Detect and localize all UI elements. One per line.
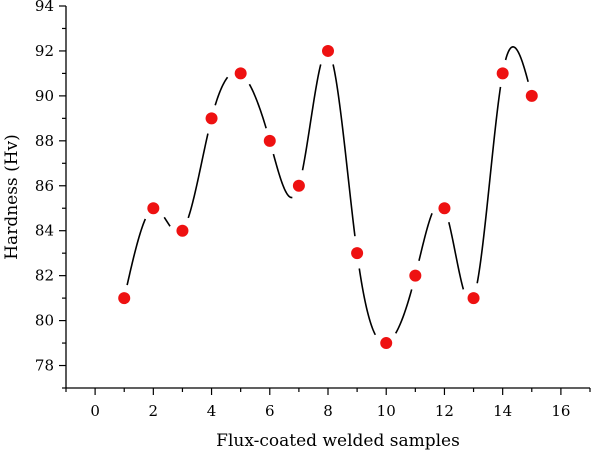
spline-segment xyxy=(504,46,529,82)
y-tick-label: 94 xyxy=(35,0,54,15)
spline-segment xyxy=(214,76,229,106)
y-tick-label: 90 xyxy=(35,87,54,105)
spline-segment xyxy=(476,86,502,284)
x-tick-label: 6 xyxy=(265,402,275,420)
y-tick-label: 80 xyxy=(35,312,54,330)
data-point xyxy=(147,202,160,215)
curve-layer xyxy=(126,46,529,336)
y-tick-label: 88 xyxy=(35,132,54,150)
spline-segment xyxy=(163,216,171,227)
x-tick-label: 12 xyxy=(435,402,454,420)
y-tick-label: 86 xyxy=(35,177,54,195)
x-tick-label: 10 xyxy=(377,402,396,420)
y-tick-label: 78 xyxy=(35,357,54,375)
spline-segment xyxy=(126,218,147,286)
data-point xyxy=(380,337,393,350)
y-tick-label: 84 xyxy=(35,222,54,240)
labels-layer: Flux-coated welded samples Hardness (Hv) xyxy=(2,134,460,451)
data-point xyxy=(118,292,131,305)
data-point xyxy=(292,179,305,192)
data-point xyxy=(205,112,218,125)
spline-segment xyxy=(448,222,465,290)
y-tick-label: 92 xyxy=(35,42,54,60)
data-point xyxy=(438,202,451,215)
data-point xyxy=(263,134,276,147)
spline-segment xyxy=(187,133,209,219)
data-point xyxy=(496,67,509,80)
spline-segment xyxy=(358,268,377,336)
spline-segment xyxy=(248,83,267,129)
x-tick-label: 0 xyxy=(90,402,100,420)
x-tick-label: 14 xyxy=(493,402,512,420)
data-point xyxy=(234,67,247,80)
spline-segment xyxy=(332,64,356,237)
x-tick-label: 8 xyxy=(323,402,333,420)
axes-layer: 78 80 82 84 86 88 90 92 94 0 2 4 6 8 10 12 14 16 xyxy=(35,0,591,420)
data-point xyxy=(322,44,334,57)
x-tick-label: 2 xyxy=(149,402,159,420)
data-point xyxy=(467,292,480,305)
data-point xyxy=(351,247,364,260)
x-axis-title: Flux-coated welded samples xyxy=(216,431,460,451)
data-point xyxy=(176,224,189,237)
data-point xyxy=(409,269,422,282)
y-axis-title: Hardness (Hv) xyxy=(2,134,22,260)
spline-segment xyxy=(272,153,293,199)
x-tick-label: 4 xyxy=(207,402,217,420)
x-tick-label: 16 xyxy=(551,402,570,420)
y-tick-label: 82 xyxy=(35,267,54,285)
points-layer xyxy=(118,44,538,350)
spline-segment xyxy=(394,289,413,334)
spline-segment xyxy=(301,64,322,171)
spline-segment xyxy=(418,213,433,262)
data-point xyxy=(525,89,538,102)
